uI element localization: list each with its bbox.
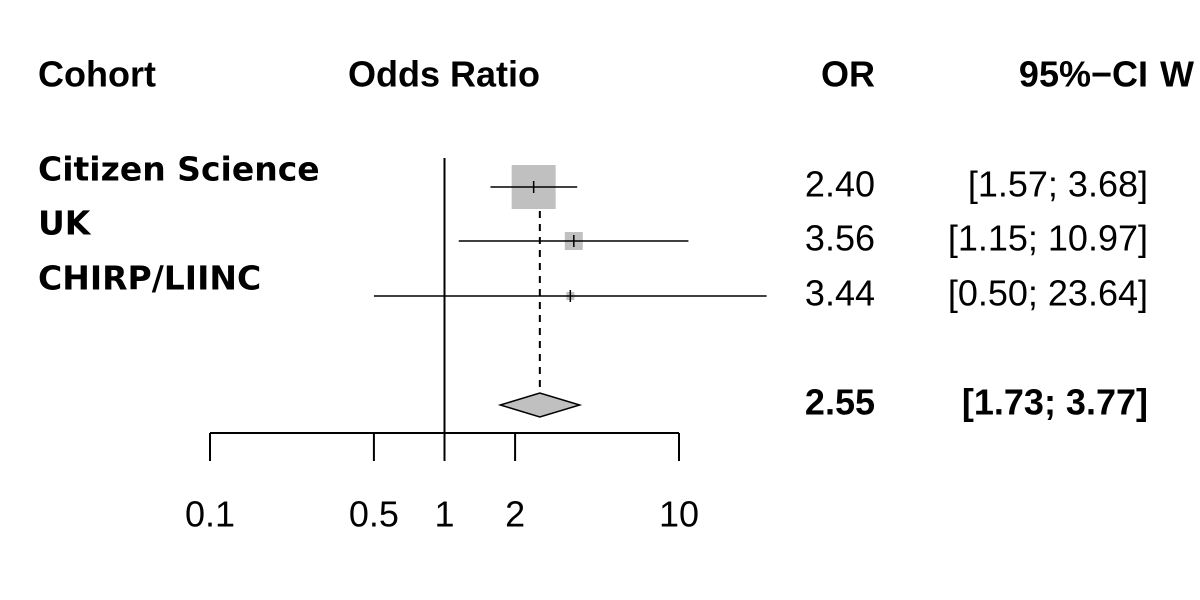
or-label: 3.44 (805, 273, 875, 314)
plot-header: Odds Ratio (348, 54, 540, 95)
effect-header: OR (821, 54, 875, 95)
x-tick-label: 1 (434, 494, 454, 535)
weight-header: W (1160, 54, 1194, 95)
x-tick-label: 0.1 (185, 494, 235, 535)
ci-label: [0.50; 23.64] (948, 273, 1148, 314)
summary-ci-label: [1.73; 3.77] (962, 382, 1148, 423)
summary-or-label: 2.55 (805, 382, 875, 423)
study-label: UK (38, 204, 92, 243)
study-header: Cohort (38, 54, 156, 95)
ci-label: [1.57; 3.68] (968, 164, 1148, 205)
or-label: 2.40 (805, 164, 875, 205)
x-tick-label: 2 (505, 494, 525, 535)
x-tick-label: 0.5 (349, 494, 399, 535)
study-label: Citizen Science (38, 150, 320, 189)
summary-diamond (497, 392, 583, 418)
x-tick-label: 10 (659, 494, 699, 535)
study-label: CHIRP/LIINC (38, 259, 261, 298)
ci-label: [1.15; 10.97] (948, 218, 1148, 259)
or-label: 3.56 (805, 218, 875, 259)
ci-header: 95%−CI (1019, 54, 1148, 95)
